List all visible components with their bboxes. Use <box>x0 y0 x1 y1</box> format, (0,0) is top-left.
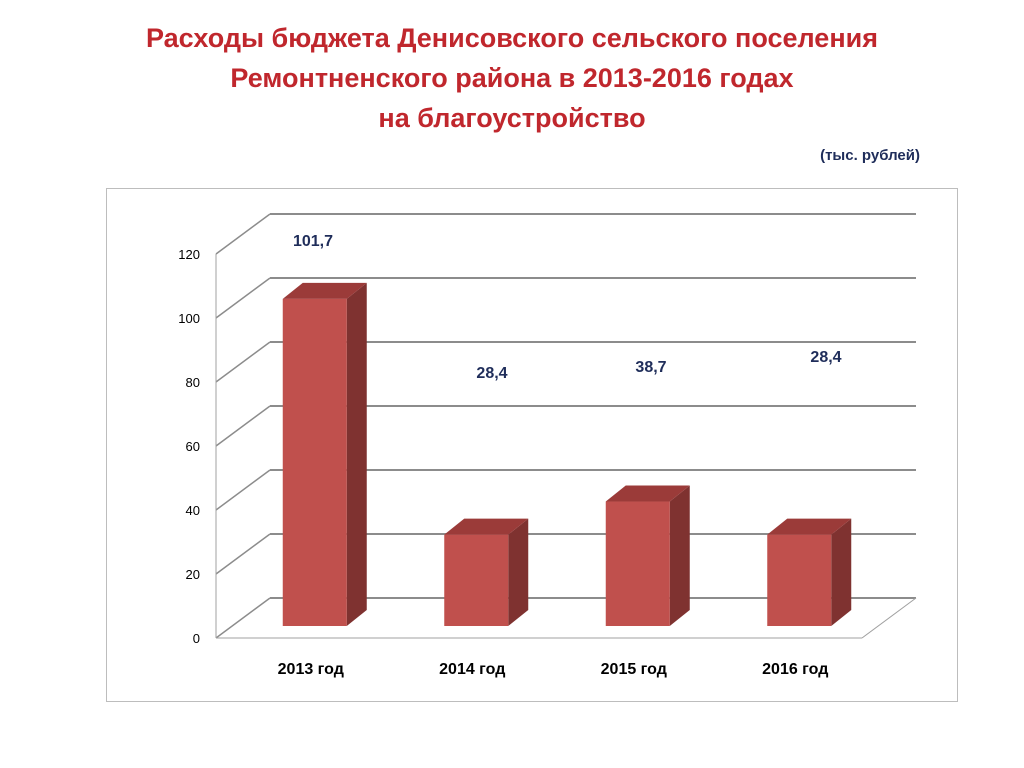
title-line-1: Расходы бюджета Денисовского сельского п… <box>146 23 878 53</box>
data-labels: 101,7 28,4 38,7 28,4 <box>293 233 842 382</box>
y-tick-labels: 0 20 40 60 80 100 120 <box>178 247 200 646</box>
chart-title: Расходы бюджета Денисовского сельского п… <box>0 18 1024 138</box>
bar-side <box>508 518 529 626</box>
bar <box>282 298 347 626</box>
y-tick-label: 80 <box>186 375 200 390</box>
gridline-diagonal <box>215 213 271 255</box>
gridline-diagonal <box>215 277 271 319</box>
gridline-diagonal <box>215 533 271 575</box>
x-tick-label: 2015 год <box>601 661 667 678</box>
bar-side <box>669 485 690 626</box>
axes <box>215 254 917 639</box>
x-tick-labels: 2013 год 2014 год 2015 год 2016 год <box>278 661 829 678</box>
y-tick-label: 120 <box>178 247 200 262</box>
x-tick-label: 2016 год <box>762 661 828 678</box>
chart-frame <box>106 188 958 702</box>
bar-side <box>346 282 367 626</box>
bar-side <box>831 518 852 626</box>
data-label: 28,4 <box>810 349 841 366</box>
data-label: 101,7 <box>293 233 333 250</box>
y-tick-label: 0 <box>193 631 200 646</box>
y-tick-label: 60 <box>186 439 200 454</box>
bar <box>605 501 670 626</box>
data-label: 28,4 <box>476 365 507 382</box>
gridline-diagonal <box>215 597 271 639</box>
bar-top <box>767 518 852 535</box>
floor-edge <box>861 597 917 639</box>
gridline-diagonal <box>215 469 271 511</box>
bar-top <box>444 518 529 535</box>
bar-top <box>605 485 690 502</box>
y-tick-label: 20 <box>186 567 200 582</box>
y-tick-label: 40 <box>186 503 200 518</box>
bar <box>767 534 832 626</box>
y-tick-label: 100 <box>178 311 200 326</box>
bar-top <box>282 282 367 299</box>
bars <box>282 282 852 626</box>
gridline-diagonal <box>215 405 271 447</box>
x-tick-label: 2014 год <box>439 661 505 678</box>
units-label: (тыс. рублей) <box>820 147 920 164</box>
gridline-diagonal <box>215 341 271 383</box>
bar <box>444 534 509 626</box>
title-line-3: на благоустройство <box>378 103 646 133</box>
x-tick-label: 2013 год <box>278 661 344 678</box>
data-label: 38,7 <box>635 359 666 376</box>
title-line-2: Ремонтненского района в 2013-2016 годах <box>230 63 794 93</box>
